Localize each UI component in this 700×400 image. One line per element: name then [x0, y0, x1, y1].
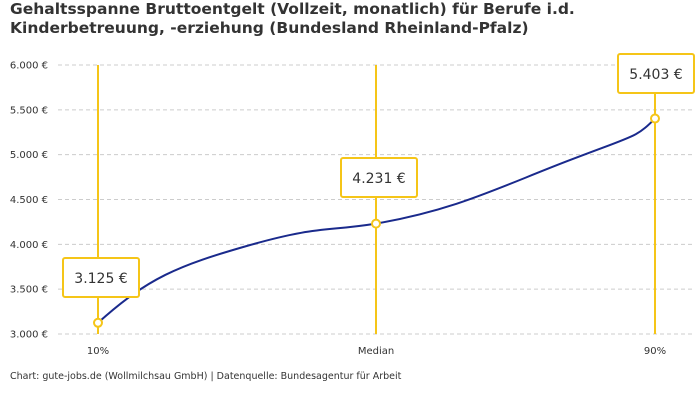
y-tick-label: 5.500 €: [10, 105, 48, 116]
y-tick-label: 6.000 €: [10, 61, 48, 72]
chart-title: Gehaltsspanne Bruttoentgelt (Vollzeit, m…: [10, 0, 575, 37]
data-label-box: [340, 157, 418, 198]
x-tick-label: Median: [358, 346, 394, 357]
data-label: 3.125 €: [74, 271, 127, 287]
data-point: [371, 218, 381, 229]
y-tick-label: 3.500 €: [10, 285, 48, 296]
data-label-box: [62, 257, 140, 298]
x-tick-label: 10%: [87, 346, 109, 357]
data-point: [93, 317, 103, 328]
y-tick-label: 3.000 €: [10, 330, 48, 341]
data-point: [650, 113, 660, 124]
y-tick-label: 4.000 €: [10, 240, 48, 251]
y-tick-label: 4.500 €: [10, 195, 48, 206]
y-tick-label: 5.000 €: [10, 150, 48, 161]
data-label: 5.403 €: [629, 67, 682, 83]
x-tick-label: 90%: [644, 346, 666, 357]
source-note: Chart: gute-jobs.de (Wollmilchsau GmbH) …: [10, 371, 402, 382]
data-label-box: [617, 53, 695, 94]
data-label: 4.231 €: [352, 171, 405, 187]
